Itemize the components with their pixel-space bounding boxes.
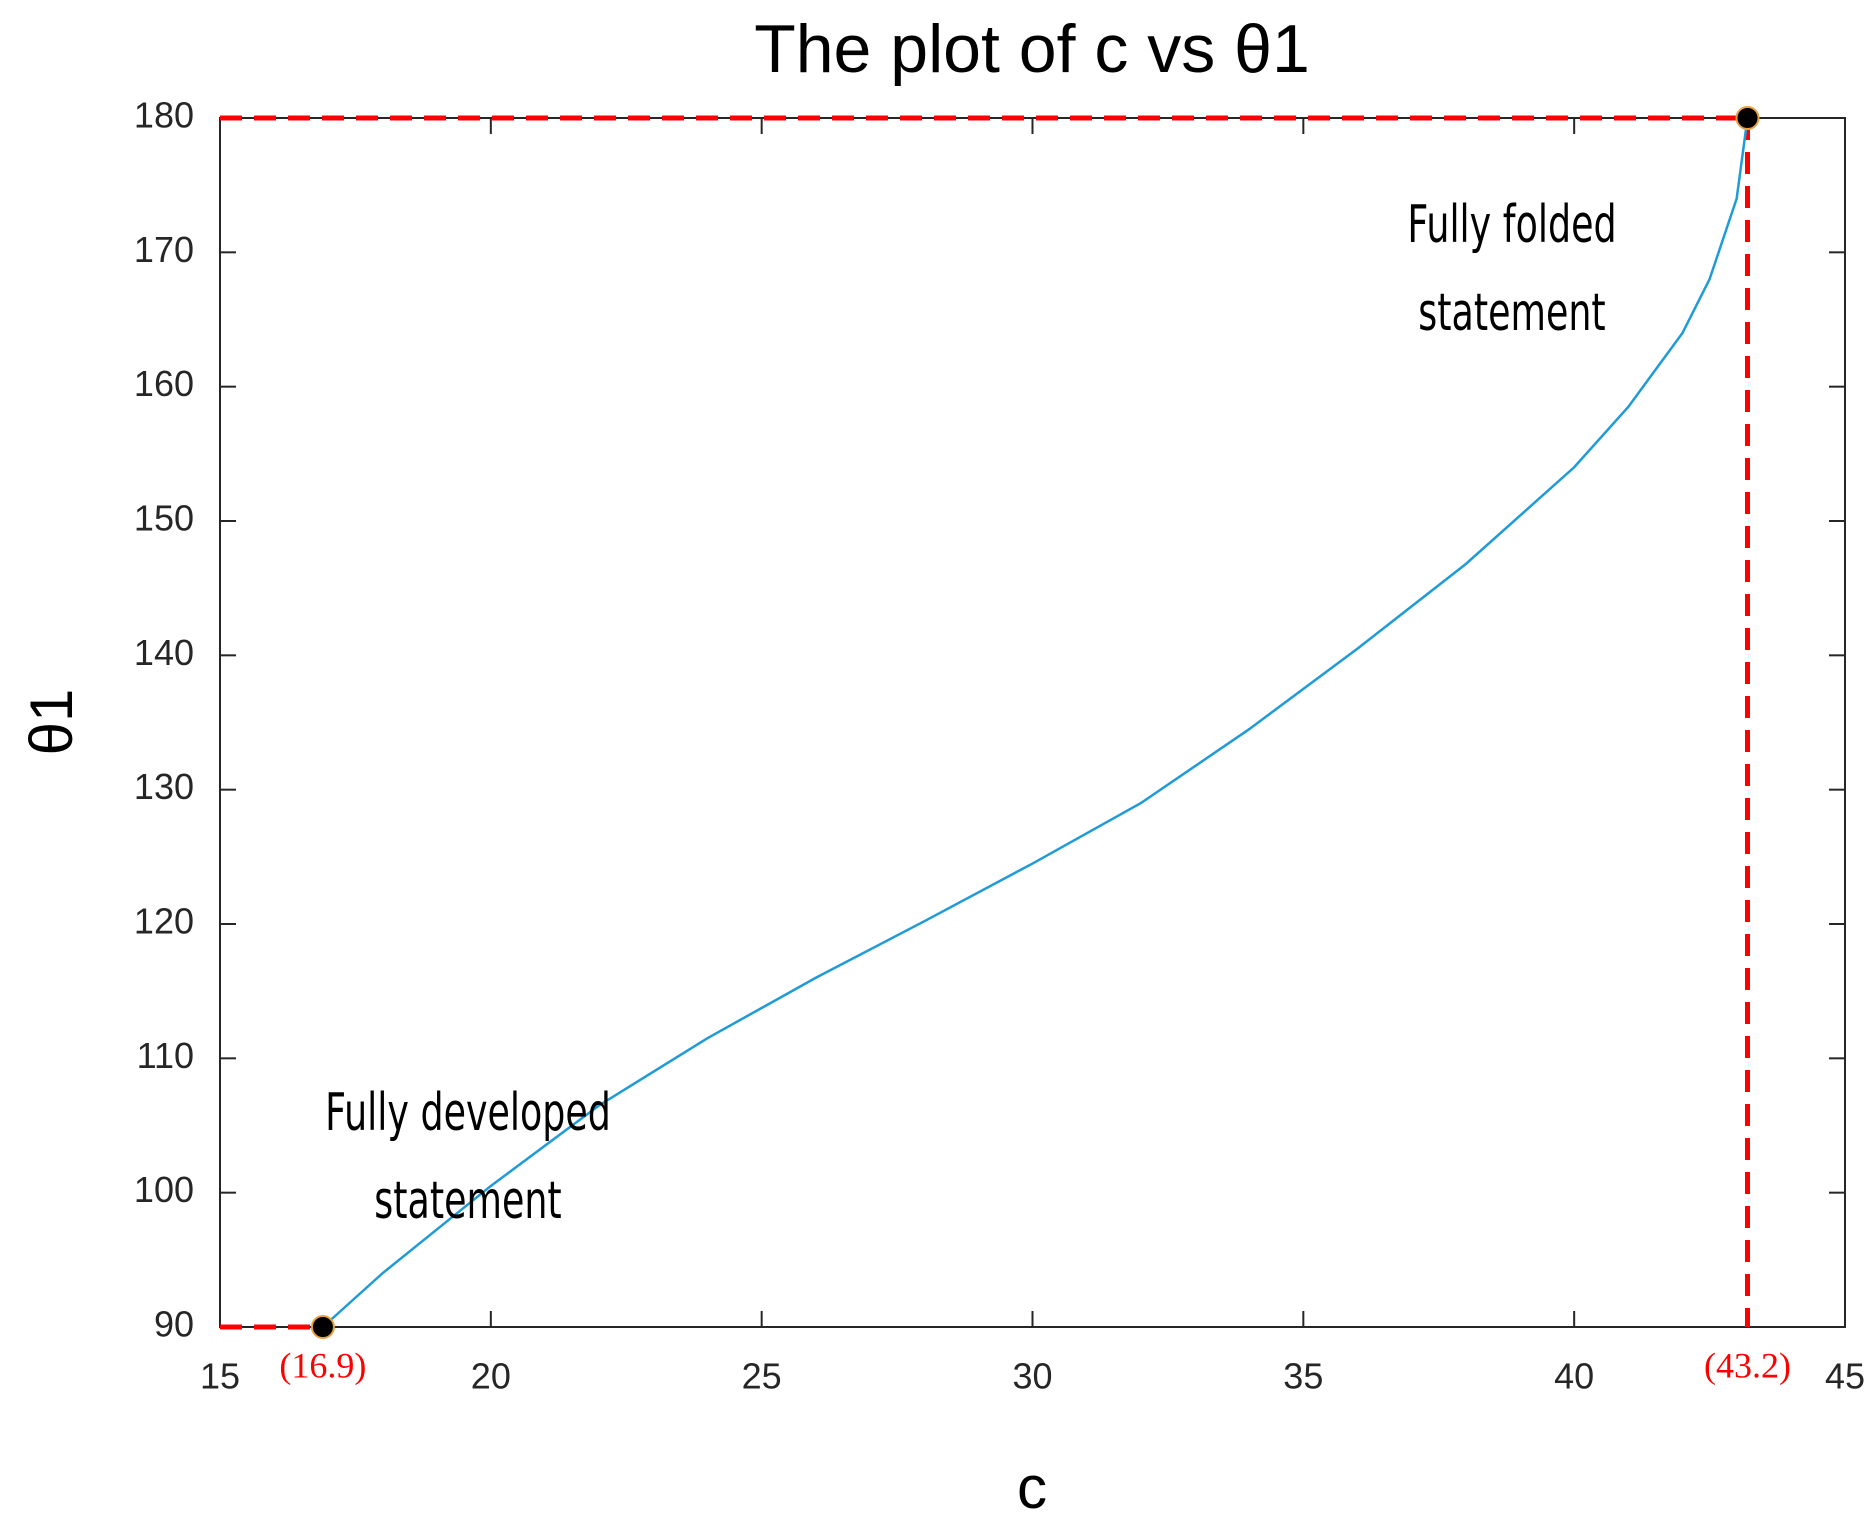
annotation: statement — [374, 1169, 561, 1230]
y-tick-label: 130 — [134, 766, 194, 807]
line-series — [322, 117, 1749, 1328]
marker — [310, 1315, 335, 1339]
marker — [1735, 106, 1760, 130]
chart-title: The plot of c vs θ1 — [754, 11, 1310, 87]
y-tick-label: 160 — [134, 363, 194, 404]
y-tick-label: 90 — [154, 1304, 194, 1345]
x-axis-label: c — [1017, 1454, 1047, 1521]
marker-label: (43.2) — [1704, 1345, 1791, 1385]
y-tick-label: 180 — [134, 95, 194, 136]
x-tick-label: 45 — [1825, 1356, 1865, 1397]
y-tick-label: 120 — [134, 901, 194, 942]
x-tick-label: 40 — [1554, 1356, 1594, 1397]
annotation: statement — [1418, 281, 1605, 342]
marker-label: (16.9) — [279, 1345, 366, 1385]
x-tick-label: 30 — [1012, 1356, 1052, 1397]
y-tick-label: 150 — [134, 498, 194, 539]
y-axis-label: θ1 — [18, 689, 85, 756]
x-tick-label: 15 — [200, 1356, 240, 1397]
x-tick-label: 35 — [1283, 1356, 1323, 1397]
x-tick-label: 20 — [471, 1356, 511, 1397]
annotation: Fully folded — [1407, 193, 1616, 254]
plot-area — [219, 117, 1846, 1328]
y-tick-label: 170 — [134, 229, 194, 270]
y-tick-label: 140 — [134, 632, 194, 673]
y-tick-label: 110 — [137, 1035, 194, 1076]
x-tick-label: 25 — [742, 1356, 782, 1397]
y-tick-label: 100 — [134, 1169, 194, 1210]
annotation: Fully developed — [325, 1081, 611, 1142]
